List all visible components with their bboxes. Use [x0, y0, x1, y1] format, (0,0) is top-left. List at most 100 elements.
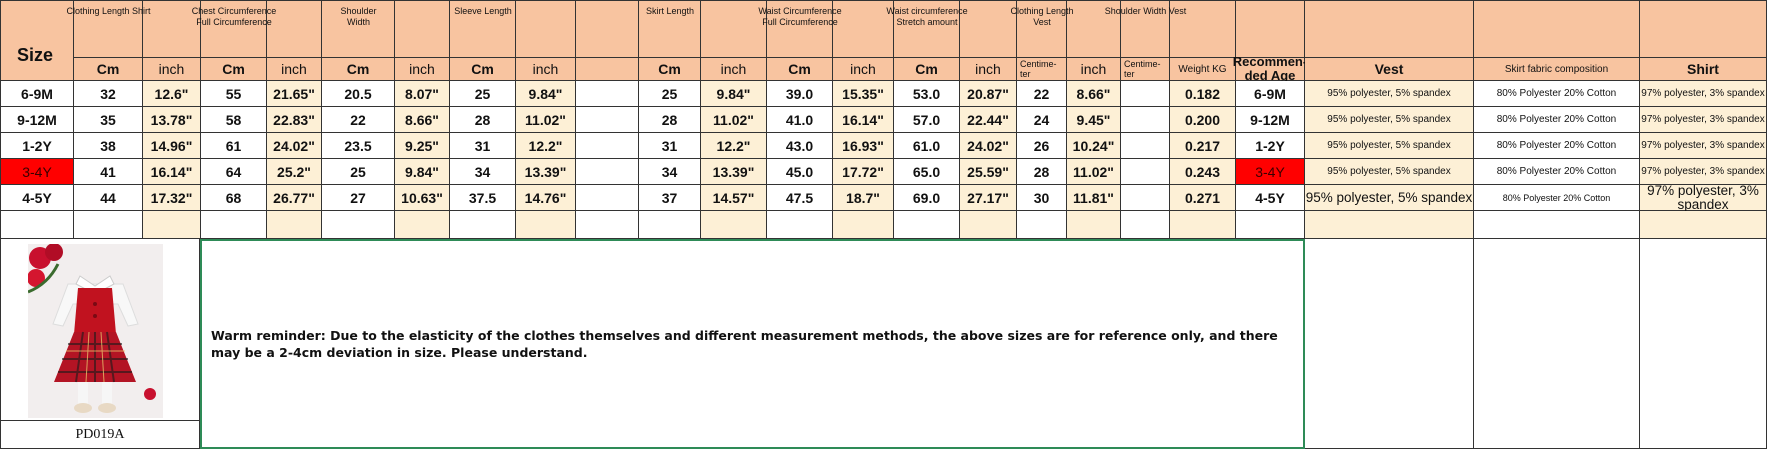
- table-cell: 64: [201, 159, 267, 185]
- header-cell: [450, 0, 516, 58]
- table-cell: 12.6": [143, 81, 201, 107]
- empty-cell: [701, 211, 767, 239]
- table-cell: 12.2": [516, 133, 576, 159]
- table-cell: 25: [322, 159, 395, 185]
- unit-header: inch: [833, 58, 894, 81]
- table-cell: 97% polyester, 3% spandex: [1640, 133, 1767, 159]
- table-cell: 4-5Y: [0, 185, 74, 211]
- unit-header: Shirt: [1640, 58, 1767, 81]
- empty-cell: [576, 211, 639, 239]
- empty-cell: [1121, 211, 1170, 239]
- group-label-line: Skirt Length: [645, 6, 695, 16]
- group-label-line: Full Circumference: [196, 17, 272, 27]
- table-cell: 80% Polyester 20% Cotton: [1474, 81, 1640, 107]
- table-cell: 13.39": [516, 159, 576, 185]
- reminder-text: Warm reminder: Due to the elasticity of …: [211, 328, 1278, 360]
- unit-header: inch: [267, 58, 322, 81]
- table-cell: 95% polyester, 5% spandex: [1305, 133, 1474, 159]
- table-cell: 20.87": [960, 81, 1017, 107]
- table-cell: 28: [450, 107, 516, 133]
- table-cell: 11.02": [701, 107, 767, 133]
- table-cell: 4-5Y: [1236, 185, 1305, 211]
- table-cell: 22.83": [267, 107, 322, 133]
- table-cell: 61.0: [894, 133, 960, 159]
- group-label: Waist Circumference Full Circumference: [758, 6, 841, 28]
- table-cell: 10.63": [395, 185, 450, 211]
- table-cell: 27: [322, 185, 395, 211]
- table-cell: 14.57": [701, 185, 767, 211]
- table-cell: 8.66": [1067, 81, 1121, 107]
- table-cell: 28: [1017, 159, 1067, 185]
- table-cell: [576, 107, 639, 133]
- table-cell: 23.5: [322, 133, 395, 159]
- table-cell: 0.243: [1170, 159, 1236, 185]
- header-cell: [576, 0, 639, 58]
- header-cell: [894, 0, 960, 58]
- header-cell: [267, 0, 322, 58]
- group-label: Skirt Length: [639, 6, 701, 17]
- table-cell: 25.2": [267, 159, 322, 185]
- table-cell: 13.78": [143, 107, 201, 133]
- table-cell: 31: [450, 133, 516, 159]
- table-cell: 37.5: [450, 185, 516, 211]
- empty-cell: [143, 211, 201, 239]
- group-label-line: Full Circumference: [762, 17, 838, 27]
- table-cell: 38: [74, 133, 143, 159]
- header-cell: [322, 0, 395, 58]
- group-label: Shoulder Width: [322, 6, 395, 28]
- table-cell: 34: [639, 159, 701, 185]
- table-cell: 9.45": [1067, 107, 1121, 133]
- table-cell: 95% polyester, 5% spandex: [1305, 185, 1474, 211]
- table-cell: 9.84": [395, 159, 450, 185]
- empty-cell: [1170, 211, 1236, 239]
- empty-cell: [450, 211, 516, 239]
- group-label-line: Chest Circumference: [191, 6, 277, 16]
- table-cell: 15.35": [833, 81, 894, 107]
- table-cell: 8.07": [395, 81, 450, 107]
- table-cell: 1-2Y: [0, 133, 74, 159]
- table-cell: 11.02": [1067, 159, 1121, 185]
- empty-cell: [201, 211, 267, 239]
- header-cell: [833, 0, 894, 58]
- empty-cell: [1067, 211, 1121, 239]
- table-cell: 24.02": [960, 133, 1017, 159]
- reminder-cell: Warm reminder: Due to the elasticity of …: [200, 239, 1305, 449]
- unit-header: inch: [1067, 58, 1121, 81]
- header-cell: [1236, 0, 1305, 58]
- empty-cell: [395, 211, 450, 239]
- unit-header: Cm: [201, 58, 267, 81]
- table-cell: 34: [450, 159, 516, 185]
- unit-header: Cm: [322, 58, 395, 81]
- size-header: Size: [0, 0, 74, 81]
- empty-cell: [0, 211, 74, 239]
- unit-header: Cm: [767, 58, 833, 81]
- unit-header: Cm: [74, 58, 143, 81]
- table-cell: 6-9M: [1236, 81, 1305, 107]
- header-cell: [1017, 0, 1067, 58]
- table-cell: [576, 133, 639, 159]
- table-cell: [1121, 159, 1170, 185]
- product-code: PD019A: [0, 421, 200, 449]
- table-cell: 47.5: [767, 185, 833, 211]
- group-label: Clothing Length Shirt: [66, 6, 150, 17]
- table-cell: 97% polyester, 3% spandex: [1640, 107, 1767, 133]
- unit-header: Centime-ter: [1121, 58, 1170, 81]
- table-cell: 0.217: [1170, 133, 1236, 159]
- group-label: Chest Circumference Full Circumference: [192, 6, 277, 28]
- table-cell: 65.0: [894, 159, 960, 185]
- table-cell: 25: [639, 81, 701, 107]
- table-cell: 97% polyester, 3% spandex: [1640, 159, 1767, 185]
- table-cell: 80% Polyester 20% Cotton: [1474, 185, 1640, 211]
- unit-header: [576, 58, 639, 81]
- table-cell: 8.66": [395, 107, 450, 133]
- header-cell: [1067, 0, 1121, 58]
- empty-cell: [894, 211, 960, 239]
- group-label-line: Waist circumference: [886, 6, 968, 16]
- unit-header: inch: [395, 58, 450, 81]
- table-cell: 31: [639, 133, 701, 159]
- table-cell: 37: [639, 185, 701, 211]
- group-label-line: Shoulder Width Vest: [1104, 6, 1187, 16]
- table-cell: 12.2": [701, 133, 767, 159]
- group-label: Clothing Length Vest: [1010, 6, 1073, 28]
